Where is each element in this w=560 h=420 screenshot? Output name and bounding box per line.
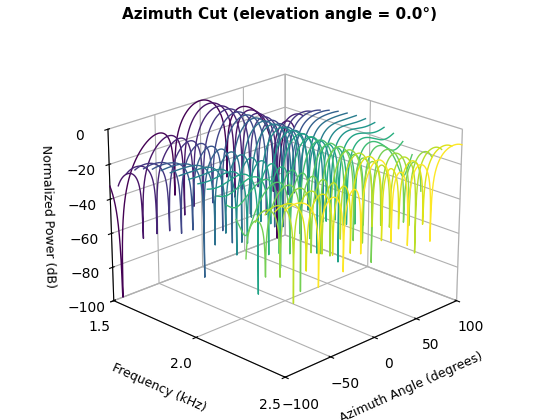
X-axis label: Azimuth Angle (degrees): Azimuth Angle (degrees) (338, 350, 485, 420)
Y-axis label: Frequency (kHz): Frequency (kHz) (110, 361, 208, 415)
Title: Azimuth Cut (elevation angle = 0.0°): Azimuth Cut (elevation angle = 0.0°) (123, 7, 437, 22)
